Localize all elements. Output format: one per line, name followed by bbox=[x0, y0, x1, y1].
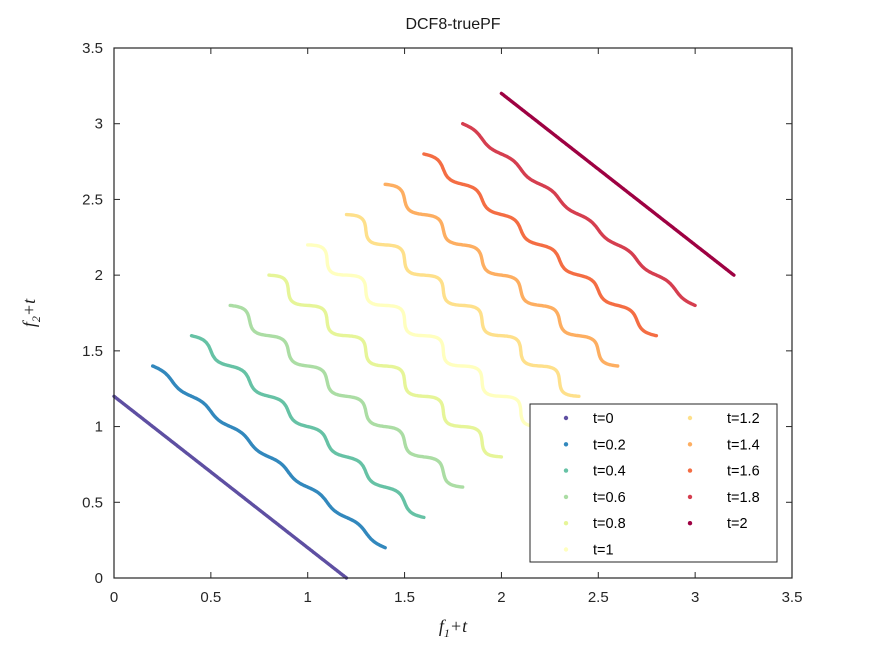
y-tick-label: 2.5 bbox=[82, 191, 103, 208]
legend-label-t=0.4: t=0.4 bbox=[593, 464, 626, 480]
curve-t=2 bbox=[499, 91, 736, 277]
y-tick-label: 0 bbox=[95, 570, 103, 587]
curve-t=0.4 bbox=[189, 334, 426, 520]
y-label-subscript: 2 bbox=[29, 316, 43, 323]
legend-box bbox=[529, 403, 778, 563]
y-axis-label: f2+t bbox=[19, 253, 43, 373]
x-tick-label: 2.5 bbox=[588, 589, 609, 606]
curve-t=0.6 bbox=[228, 303, 465, 489]
x-label-subscript: 1 bbox=[443, 626, 450, 640]
y-tick-label: 2 bbox=[95, 267, 103, 284]
curve-t=1 bbox=[306, 243, 542, 429]
legend-marker-t=0.2 bbox=[563, 442, 569, 447]
x-tick-label: 1 bbox=[304, 589, 312, 606]
x-tick-label: 0.5 bbox=[200, 589, 221, 606]
x-tick-label: 3 bbox=[691, 589, 699, 606]
x-label-base: f bbox=[438, 616, 444, 636]
curve-t=1.2 bbox=[344, 212, 581, 398]
legend-marker-t=0.4 bbox=[563, 468, 569, 473]
legend-marker-t=1.4 bbox=[687, 442, 693, 447]
legend-marker-t=0.8 bbox=[563, 521, 569, 526]
curve-t=0.8 bbox=[267, 273, 504, 459]
curve-t=0 bbox=[112, 394, 349, 580]
legend-marker-t=2 bbox=[687, 521, 693, 526]
legend-marker-t=1.2 bbox=[687, 415, 693, 421]
plot-title: DCF8-truePF bbox=[405, 16, 501, 33]
curve-t=1.4 bbox=[383, 182, 620, 368]
legend-marker-t=0 bbox=[563, 415, 569, 421]
y-label-rest: +t bbox=[19, 298, 39, 317]
curve-t=1.6 bbox=[422, 152, 659, 338]
legend-marker-t=1 bbox=[563, 547, 569, 552]
x-tick-label: 1.5 bbox=[394, 589, 415, 606]
legend-marker-t=1.6 bbox=[687, 468, 693, 473]
y-tick-label: 1.5 bbox=[82, 343, 103, 360]
x-tick-label: 0 bbox=[110, 589, 118, 606]
legend-label-t=0.2: t=0.2 bbox=[593, 437, 626, 453]
legend-marker-t=0.6 bbox=[563, 494, 569, 500]
y-tick-label: 3.5 bbox=[82, 40, 103, 57]
curve-t=1.8 bbox=[461, 121, 697, 308]
x-label-rest: +t bbox=[449, 616, 468, 636]
curve-t=0.2 bbox=[150, 364, 387, 550]
axes-box bbox=[113, 47, 793, 579]
legend-label-t=0: t=0 bbox=[593, 411, 614, 427]
legend-marker-t=1.8 bbox=[687, 494, 693, 500]
y-tick-label: 1 bbox=[95, 419, 103, 436]
legend-label-t=1.8: t=1.8 bbox=[727, 490, 760, 506]
legend-label-t=0.8: t=0.8 bbox=[593, 516, 626, 532]
legend-label-t=1.6: t=1.6 bbox=[727, 464, 760, 480]
y-tick-label: 0.5 bbox=[82, 494, 103, 511]
y-tick-label: 3 bbox=[95, 116, 103, 133]
legend-label-t=0.6: t=0.6 bbox=[593, 490, 626, 506]
y-label-base: f bbox=[19, 322, 39, 328]
legend-label-t=1.2: t=1.2 bbox=[727, 411, 760, 427]
legend-label-t=2: t=2 bbox=[727, 516, 748, 532]
x-tick-label: 2 bbox=[497, 589, 505, 606]
legend-label-t=1: t=1 bbox=[593, 543, 614, 559]
legend-label-t=1.4: t=1.4 bbox=[727, 437, 760, 453]
x-tick-label: 3.5 bbox=[782, 589, 803, 606]
x-axis-label: f1+t bbox=[114, 616, 792, 640]
